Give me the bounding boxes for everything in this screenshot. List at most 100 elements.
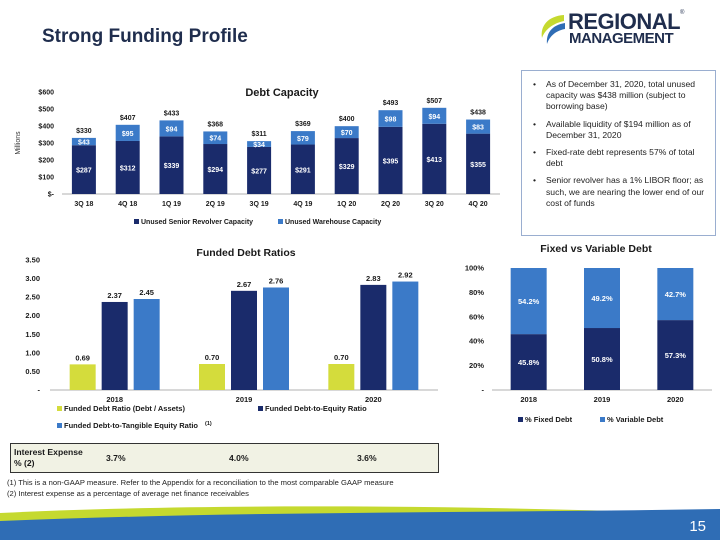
y-tick-label: 2.00	[25, 311, 40, 320]
legend-label-senior: Unused Senior Revolver Capacity	[141, 219, 253, 226]
y-tick-label: 80%	[469, 288, 484, 297]
legend-label-warehouse: Unused Warehouse Capacity	[285, 219, 381, 226]
data-label-warehouse: $74	[209, 136, 221, 143]
data-label: 2.67	[237, 280, 252, 289]
data-label-senior: $291	[295, 167, 311, 174]
chart-title: Debt Capacity	[245, 87, 319, 99]
data-label: 2.92	[398, 271, 413, 280]
y-tick-label: -	[38, 386, 41, 395]
y-tick-label: $200	[38, 158, 54, 165]
y-tick-label: 0.50	[25, 367, 40, 376]
bar-debt-tangible-equity	[133, 299, 160, 390]
data-label-fixed: 57.3%	[665, 351, 687, 360]
legend-footnote-marker: (1)	[205, 421, 212, 427]
bar-warehouse	[71, 137, 96, 146]
bar-fixed-debt	[510, 334, 547, 390]
x-tick-label: 1Q 19	[162, 201, 181, 208]
y-tick-label: $100	[38, 175, 54, 182]
bar-senior-revolver	[334, 138, 359, 194]
legend-label-debt-assets: Funded Debt Ratio (Debt / Assets)	[64, 404, 185, 413]
data-label-senior: $312	[120, 165, 136, 172]
x-tick-label: 2019	[594, 395, 611, 404]
data-label: 2.45	[139, 288, 154, 297]
total-label: $433	[164, 110, 180, 117]
data-label-senior: $277	[251, 168, 267, 175]
data-label-variable: 54.2%	[518, 297, 540, 306]
bar-debt-equity	[360, 284, 387, 390]
y-tick-label: 3.00	[25, 274, 40, 283]
bullet-item: As of December 31, 2020, total unused ca…	[532, 79, 707, 113]
y-tick-label: 1.00	[25, 348, 40, 357]
y-tick-label: $400	[38, 124, 54, 131]
bullet-item: Available liquidity of $194 million as o…	[532, 119, 707, 141]
x-tick-label: 2020	[365, 395, 382, 404]
footnotes: (1) This is a non-GAAP measure. Refer to…	[7, 478, 394, 499]
data-label-senior: $395	[383, 158, 399, 165]
data-label-senior: $413	[427, 157, 443, 164]
legend-label-fixed: % Fixed Debt	[525, 415, 573, 424]
total-label: $407	[120, 115, 136, 122]
bar-senior-revolver	[247, 146, 272, 194]
legend-label-debt-tangible-equity: Funded Debt-to-Tangible Equity Ratio	[64, 421, 198, 430]
total-label: $493	[383, 100, 399, 107]
bar-warehouse	[378, 110, 403, 127]
bullet-item: Fixed-rate debt represents 57% of total …	[532, 147, 707, 169]
x-tick-label: 4Q 18	[118, 201, 137, 208]
bar-debt-tangible-equity	[392, 281, 419, 390]
x-tick-label: 2Q 20	[381, 201, 400, 208]
y-tick-label: 20%	[469, 361, 484, 370]
data-label-fixed: 45.8%	[518, 358, 540, 367]
data-label-warehouse: $98	[385, 117, 397, 124]
chart-title: Fixed vs Variable Debt	[540, 243, 652, 255]
bar-debt-assets	[69, 364, 96, 390]
data-label-warehouse: $79	[297, 136, 309, 143]
funded-debt-ratios-svg: Funded Debt Ratios - 0.50 1.00 1.50 2.00 2.50 3…	[25, 247, 438, 430]
bar-fixed-debt	[657, 320, 694, 390]
debt-capacity-svg: Debt Capacity Millions $- $100 $200 $300 $400 $…	[15, 87, 500, 226]
y-tick-label: $-	[48, 192, 55, 199]
data-label-warehouse: $95	[122, 131, 134, 138]
bar-warehouse	[422, 107, 447, 124]
total-label: $400	[339, 116, 355, 123]
bar-debt-assets	[328, 364, 355, 390]
fixed-variable-debt-chart: Fixed vs Variable Debt - 20% 40% 60% 80% 100% 4…	[450, 240, 720, 430]
logo-line2: MANAGEMENT	[569, 30, 674, 47]
data-label-senior: $339	[164, 163, 180, 170]
x-tick-label: 2020	[667, 395, 684, 404]
interest-expense-2018: 3.7%	[106, 453, 126, 463]
x-tick-label: 2019	[236, 395, 253, 404]
bar-debt-equity	[231, 290, 257, 390]
data-label-variable: 42.7%	[665, 290, 687, 299]
footnote-2: (2) Interest expense as a percentage of …	[7, 488, 249, 498]
x-tick-label: 3Q 19	[250, 201, 269, 208]
footer-band	[0, 505, 720, 540]
bar-senior-revolver	[290, 144, 315, 194]
data-label: 2.83	[366, 274, 381, 283]
data-label-senior: $355	[470, 162, 486, 169]
y-tick-label: $600	[38, 90, 54, 97]
bar-debt-equity	[101, 301, 128, 390]
data-label: 0.70	[334, 353, 349, 362]
data-label: 0.69	[75, 353, 90, 362]
y-tick-label: 3.50	[25, 256, 40, 265]
interest-expense-label: Interest Expense % (2)	[14, 447, 83, 468]
bar-warehouse	[247, 141, 272, 147]
x-tick-label: 2018	[520, 395, 537, 404]
data-label-warehouse: $34	[253, 142, 265, 149]
y-tick-label: 60%	[469, 312, 484, 321]
logo-registered-mark: ®	[680, 10, 685, 16]
y-axis-label: Millions	[15, 131, 22, 155]
data-label: 2.37	[107, 291, 122, 300]
chart-title: Funded Debt Ratios	[196, 247, 295, 259]
fixed-variable-debt-svg: Fixed vs Variable Debt - 20% 40% 60% 80% 100% 4…	[465, 243, 712, 424]
legend-label-debt-equity: Funded Debt-to-Equity Ratio	[265, 404, 367, 413]
legend-label-variable: % Variable Debt	[607, 415, 664, 424]
y-tick-label: $500	[38, 107, 54, 114]
bar-variable-debt	[510, 268, 547, 335]
interest-expense-2019: 4.0%	[229, 453, 249, 463]
legend-swatch-debt-tangible-equity	[57, 423, 62, 428]
bullet-item: Senior revolver has a 1% LIBOR floor; as…	[532, 175, 707, 209]
x-tick-label: 3Q 20	[425, 201, 444, 208]
bar-warehouse	[159, 120, 184, 137]
bar-debt-tangible-equity	[263, 287, 289, 390]
